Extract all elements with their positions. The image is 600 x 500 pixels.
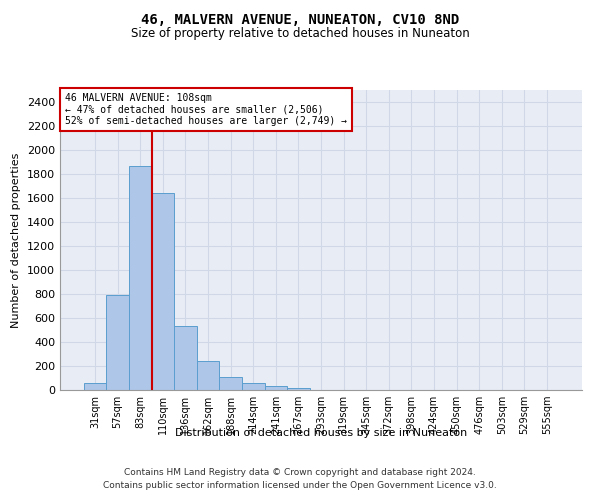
Bar bbox=[174, 326, 197, 390]
Text: Contains HM Land Registry data © Crown copyright and database right 2024.: Contains HM Land Registry data © Crown c… bbox=[124, 468, 476, 477]
Y-axis label: Number of detached properties: Number of detached properties bbox=[11, 152, 22, 328]
Bar bbox=[287, 388, 310, 390]
Bar bbox=[265, 386, 287, 390]
Text: Distribution of detached houses by size in Nuneaton: Distribution of detached houses by size … bbox=[175, 428, 467, 438]
Text: Contains public sector information licensed under the Open Government Licence v3: Contains public sector information licen… bbox=[103, 480, 497, 490]
Bar bbox=[220, 377, 242, 390]
Bar bbox=[106, 295, 129, 390]
Bar bbox=[242, 383, 265, 390]
Text: 46 MALVERN AVENUE: 108sqm
← 47% of detached houses are smaller (2,506)
52% of se: 46 MALVERN AVENUE: 108sqm ← 47% of detac… bbox=[65, 93, 347, 126]
Bar bbox=[152, 193, 174, 390]
Bar bbox=[129, 166, 152, 390]
Bar bbox=[84, 383, 106, 390]
Text: 46, MALVERN AVENUE, NUNEATON, CV10 8ND: 46, MALVERN AVENUE, NUNEATON, CV10 8ND bbox=[141, 12, 459, 26]
Bar bbox=[197, 361, 220, 390]
Text: Size of property relative to detached houses in Nuneaton: Size of property relative to detached ho… bbox=[131, 28, 469, 40]
